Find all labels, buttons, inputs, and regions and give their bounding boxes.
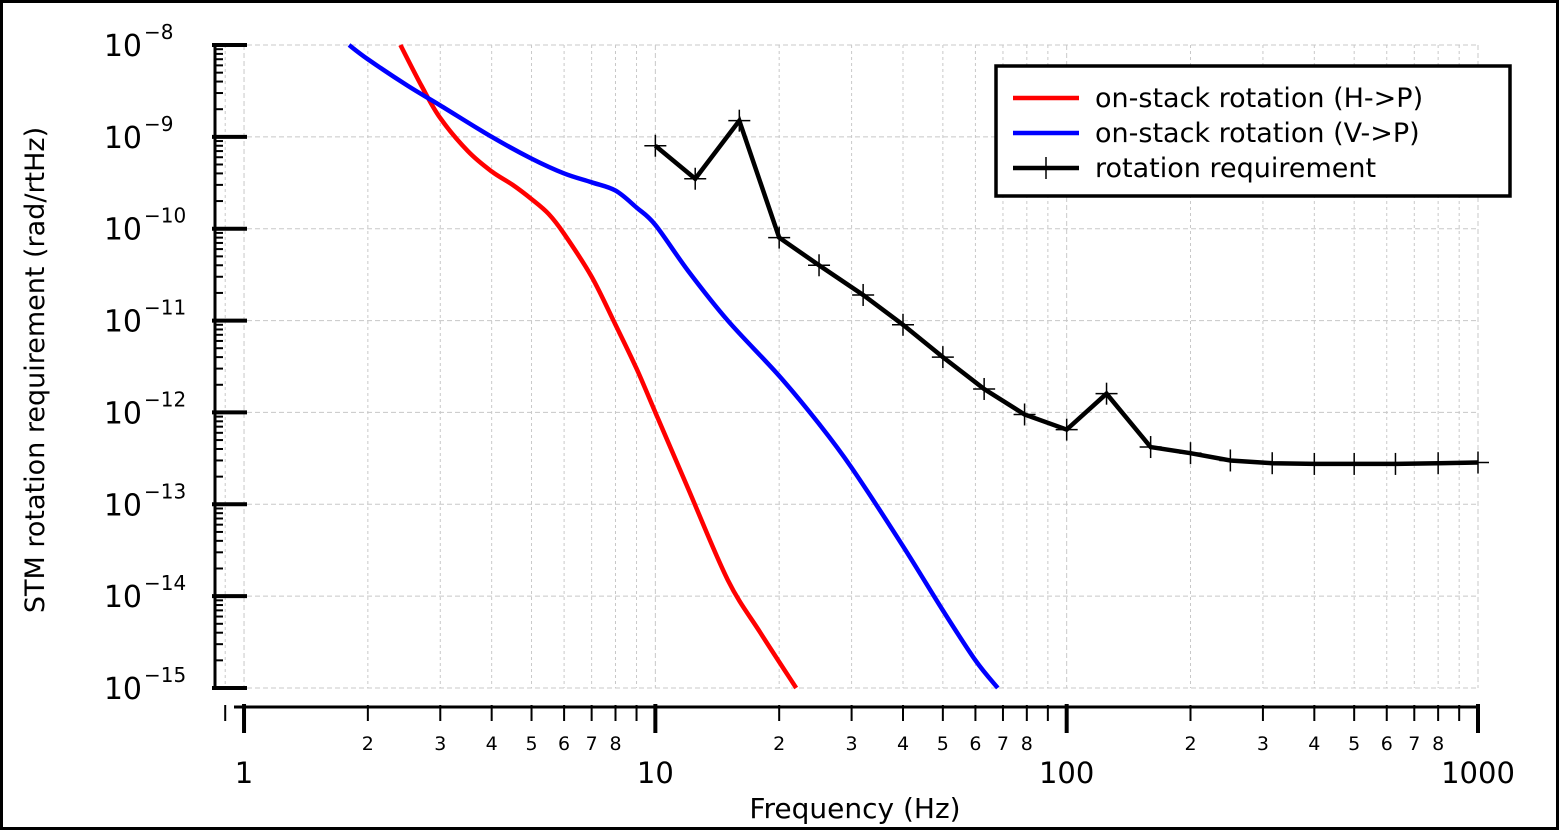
series-layer <box>347 43 1489 690</box>
y-tick-label-exponent: −14 <box>144 571 186 595</box>
x-minor-tick-label: 8 <box>609 733 621 755</box>
y-tick-label-exponent: −12 <box>144 387 186 411</box>
x-minor-tick-label: 7 <box>586 733 598 755</box>
y-tick-label: 10 <box>104 488 142 523</box>
x-minor-tick-label: 5 <box>937 733 949 755</box>
y-tick-label: 10 <box>104 672 142 707</box>
x-tick-label: 10 <box>637 756 674 790</box>
x-minor-tick-label: 6 <box>1381 733 1393 755</box>
x-minor-tick-label: 5 <box>525 733 537 755</box>
y-axis-title: STM rotation requirement (rad/rtHz) <box>20 127 51 613</box>
x-tick-label: 1000 <box>1441 756 1515 790</box>
legend-entry-label: rotation requirement <box>1095 153 1376 184</box>
x-minor-tick-label: 7 <box>997 733 1009 755</box>
x-minor-tick-label: 2 <box>1184 733 1196 755</box>
x-minor-tick-label: 8 <box>1021 733 1033 755</box>
y-tick-label-exponent: −9 <box>144 112 173 136</box>
legend-entry-label: on-stack rotation (V->P) <box>1095 118 1420 149</box>
x-minor-tick-label: 4 <box>1308 733 1320 755</box>
legend-box <box>994 64 1512 198</box>
y-tick-label-exponent: −10 <box>144 204 186 228</box>
x-minor-tick-label: 2 <box>362 733 374 755</box>
x-axis-title: Frequency (Hz) <box>749 792 960 825</box>
legend: on-stack rotation (H->P) on-stack rotatio… <box>994 64 1512 198</box>
y-tick-label: 10 <box>104 213 142 248</box>
y-tick-label: 10 <box>104 305 142 340</box>
x-minor-tick-label: 4 <box>897 733 909 755</box>
x-minor-tick-label: 3 <box>434 733 446 755</box>
x-minor-tick-label: 3 <box>1257 733 1269 755</box>
legend-entry-label: on-stack rotation (H->P) <box>1095 83 1423 114</box>
y-tick-label: 10 <box>104 396 142 431</box>
series-line <box>347 43 1000 690</box>
y-tick-label: 10 <box>104 121 142 156</box>
series-1 <box>347 43 1000 690</box>
series-0 <box>398 43 799 690</box>
x-minor-tick-label: 4 <box>486 733 498 755</box>
x-minor-tick-label: 6 <box>558 733 570 755</box>
x-minor-tick-label: 3 <box>846 733 858 755</box>
y-tick-label: 10 <box>104 580 142 615</box>
x-minor-tick-label: 2 <box>773 733 785 755</box>
x-tick-label: 1 <box>235 756 253 790</box>
grid-layer <box>215 44 1479 689</box>
series-line <box>398 43 799 690</box>
y-tick-label: 10 <box>104 29 142 64</box>
series-2 <box>644 109 1489 475</box>
x-minor-tick-label: 8 <box>1432 733 1444 755</box>
x-minor-tick-label: 6 <box>969 733 981 755</box>
x-minor-tick-label: 5 <box>1348 733 1360 755</box>
x-minor-tick-label: 7 <box>1408 733 1420 755</box>
y-tick-label-exponent: −11 <box>144 296 186 320</box>
y-tick-label-exponent: −13 <box>144 479 186 503</box>
y-tick-label-exponent: −15 <box>144 663 186 687</box>
x-tick-label: 100 <box>1039 756 1094 790</box>
y-tick-label-exponent: −8 <box>144 20 173 44</box>
